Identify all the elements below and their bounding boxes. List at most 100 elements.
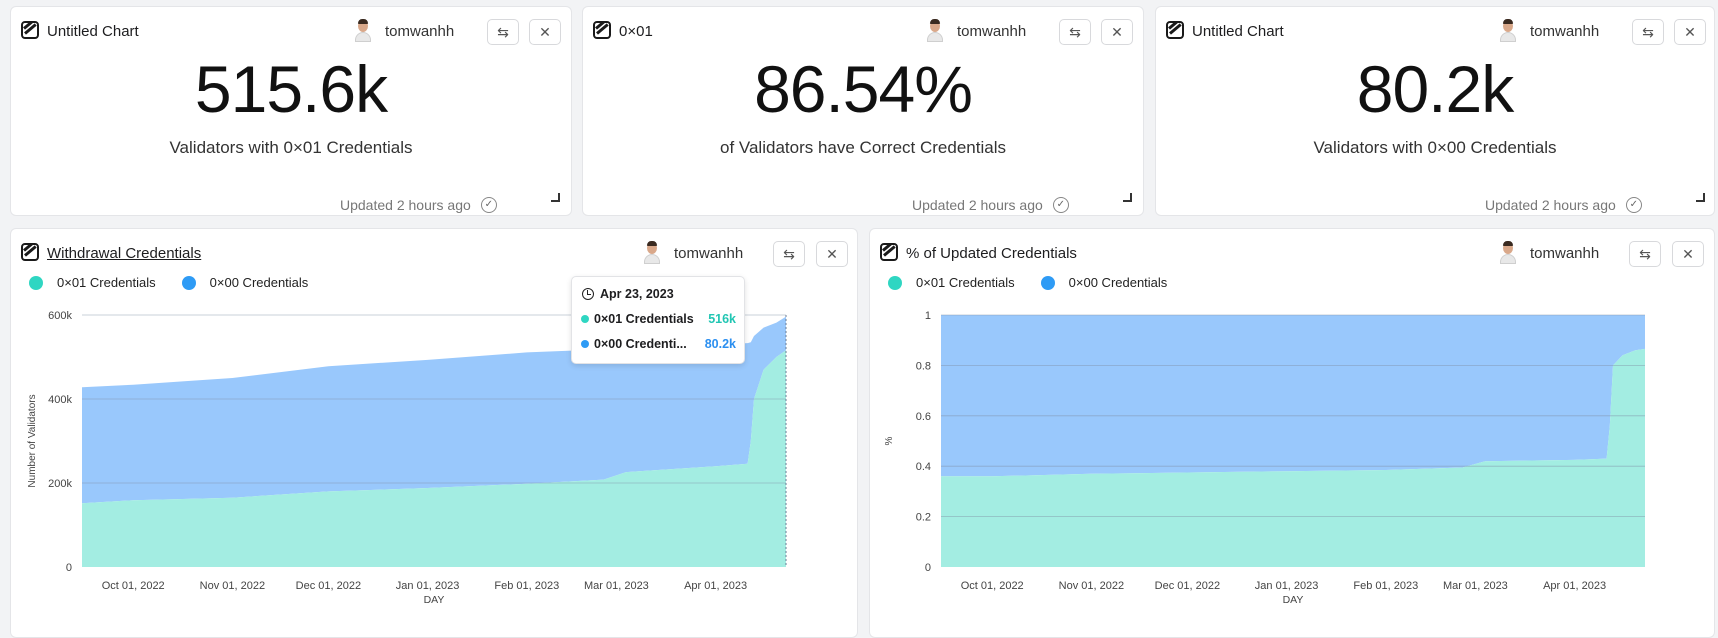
- close-icon[interactable]: ✕: [1674, 19, 1706, 45]
- tooltip-row: 0×00 Credenti... 80.2k: [581, 337, 736, 351]
- area-series-0x00: [941, 315, 1645, 477]
- legend-item[interactable]: 0×00 Credentials: [181, 275, 309, 290]
- updated-text: Updated 2 hours ago: [1485, 197, 1616, 213]
- chart-legend: 0×01 Credentials 0×00 Credentials: [888, 275, 1167, 290]
- author[interactable]: tomwanhh: [1498, 241, 1599, 264]
- x-tick-label: Nov 01, 2022: [200, 580, 265, 592]
- chart-logo-icon: [21, 243, 39, 261]
- counter-card-validators-0x01: Untitled Chart tomwanhh ⇆ ✕ 515.6k Valid…: [10, 6, 572, 216]
- card-title[interactable]: Untitled Chart: [47, 23, 139, 40]
- legend-label: 0×01 Credentials: [57, 275, 156, 290]
- resize-corner-icon[interactable]: [1696, 193, 1705, 202]
- resize-corner-icon[interactable]: [551, 193, 560, 202]
- x-axis-title: DAY: [424, 594, 445, 606]
- counter-subtitle: Validators with 0×01 Credentials: [169, 138, 413, 157]
- check-circle-icon: ✓: [1052, 197, 1069, 213]
- author[interactable]: tomwanhh: [353, 19, 455, 42]
- x-tick-label: Jan 01, 2023: [1255, 580, 1319, 592]
- tooltip-label: 0×00 Credenti...: [594, 337, 687, 351]
- author[interactable]: tomwanhh: [1498, 19, 1599, 42]
- author-name: tomwanhh: [385, 22, 455, 40]
- check-circle-icon: ✓: [480, 197, 497, 213]
- x-tick-label: Dec 01, 2022: [296, 580, 361, 592]
- y-tick-label: 0.2: [916, 512, 931, 524]
- author[interactable]: tomwanhh: [925, 19, 1027, 42]
- counter-card-validators-0x00: Untitled Chart tomwanhh ⇆ ✕ 80.2k Valida…: [1155, 6, 1715, 216]
- x-tick-label: Dec 01, 2022: [1155, 580, 1220, 592]
- swap-arrows-icon[interactable]: ⇆: [1059, 19, 1091, 45]
- x-tick-label: Mar 01, 2023: [1443, 580, 1508, 592]
- area-series-0x01: [82, 350, 786, 567]
- y-tick-label: 0.4: [916, 461, 931, 473]
- avatar: [353, 19, 373, 42]
- y-tick-label: 0.6: [916, 411, 931, 423]
- tooltip-label: 0×01 Credentials: [594, 312, 694, 326]
- x-tick-label: Oct 01, 2022: [102, 580, 165, 592]
- y-axis-title: Number of Validators: [27, 394, 38, 487]
- y-tick-label: 600k: [48, 310, 72, 322]
- card-title[interactable]: % of Updated Credentials: [906, 245, 1077, 262]
- area-series-0x01: [941, 348, 1645, 567]
- x-tick-label: Apr 01, 2023: [1543, 580, 1606, 592]
- close-icon[interactable]: ✕: [1672, 241, 1704, 267]
- updated-status: Updated 2 hours ago ✓: [912, 197, 1069, 213]
- clock-icon: [582, 288, 594, 300]
- legend-label: 0×00 Credentials: [1068, 275, 1168, 290]
- close-icon[interactable]: ✕: [529, 19, 561, 45]
- avatar: [1498, 241, 1518, 264]
- swap-arrows-icon[interactable]: ⇆: [487, 19, 519, 45]
- chart-tooltip: Apr 23, 2023 0×01 Credentials 516k 0×00 …: [571, 276, 745, 364]
- resize-corner-icon[interactable]: [1123, 193, 1132, 202]
- counter-subtitle: Validators with 0×00 Credentials: [1313, 138, 1557, 157]
- close-icon[interactable]: ✕: [816, 241, 848, 267]
- swap-arrows-icon[interactable]: ⇆: [773, 241, 805, 267]
- author-name: tomwanhh: [674, 244, 744, 262]
- card-title[interactable]: 0×01: [619, 23, 653, 40]
- updated-status: Updated 2 hours ago ✓: [1485, 197, 1642, 213]
- x-tick-label: Mar 01, 2023: [584, 580, 649, 592]
- card-title-link[interactable]: Withdrawal Credentials: [47, 245, 202, 262]
- legend-item[interactable]: 0×01 Credentials: [888, 275, 1015, 290]
- legend-swatch: [181, 275, 196, 290]
- x-tick-label: Oct 01, 2022: [961, 580, 1024, 592]
- counter-value: 80.2k: [1356, 52, 1514, 126]
- updated-text: Updated 2 hours ago: [340, 197, 471, 213]
- legend-label: 0×01 Credentials: [916, 275, 1015, 290]
- author[interactable]: tomwanhh: [642, 241, 744, 264]
- check-circle-icon: ✓: [1625, 197, 1642, 213]
- y-tick-label: 400k: [48, 394, 72, 406]
- close-icon[interactable]: ✕: [1101, 19, 1133, 45]
- tooltip-swatch: [581, 340, 589, 348]
- legend-swatch: [1040, 275, 1055, 290]
- author-name: tomwanhh: [957, 22, 1027, 40]
- counter-card-correct-credentials: 0×01 tomwanhh ⇆ ✕ 86.54% of Validators h…: [582, 6, 1144, 216]
- y-tick-label: 0: [925, 562, 931, 574]
- swap-arrows-icon[interactable]: ⇆: [1632, 19, 1664, 45]
- chart-logo-icon: [21, 21, 39, 39]
- swap-arrows-icon[interactable]: ⇆: [1629, 241, 1661, 267]
- counter-value: 86.54%: [754, 52, 973, 126]
- x-tick-label: Nov 01, 2022: [1059, 580, 1124, 592]
- avatar: [642, 241, 662, 264]
- y-tick-label: 0: [66, 562, 72, 574]
- card-title[interactable]: Untitled Chart: [1192, 23, 1284, 40]
- chart-logo-icon: [593, 21, 611, 39]
- legend-label: 0×00 Credentials: [209, 275, 309, 290]
- legend-item[interactable]: 0×00 Credentials: [1040, 275, 1168, 290]
- y-tick-label: 200k: [48, 478, 72, 490]
- avatar: [1498, 19, 1518, 42]
- chart-logo-icon: [880, 243, 898, 261]
- counter-value: 515.6k: [194, 52, 388, 126]
- x-axis-title: DAY: [1283, 594, 1304, 606]
- y-axis-title: %: [884, 436, 895, 445]
- y-tick-label: 1: [925, 310, 931, 322]
- legend-swatch: [888, 275, 902, 290]
- chart-logo-icon: [1166, 21, 1184, 39]
- avatar: [925, 19, 945, 42]
- tooltip-date: Apr 23, 2023: [582, 287, 674, 301]
- x-tick-label: Feb 01, 2023: [494, 580, 559, 592]
- x-tick-label: Apr 01, 2023: [684, 580, 747, 592]
- chart-legend: 0×01 Credentials 0×00 Credentials: [29, 275, 308, 290]
- legend-item[interactable]: 0×01 Credentials: [29, 275, 156, 290]
